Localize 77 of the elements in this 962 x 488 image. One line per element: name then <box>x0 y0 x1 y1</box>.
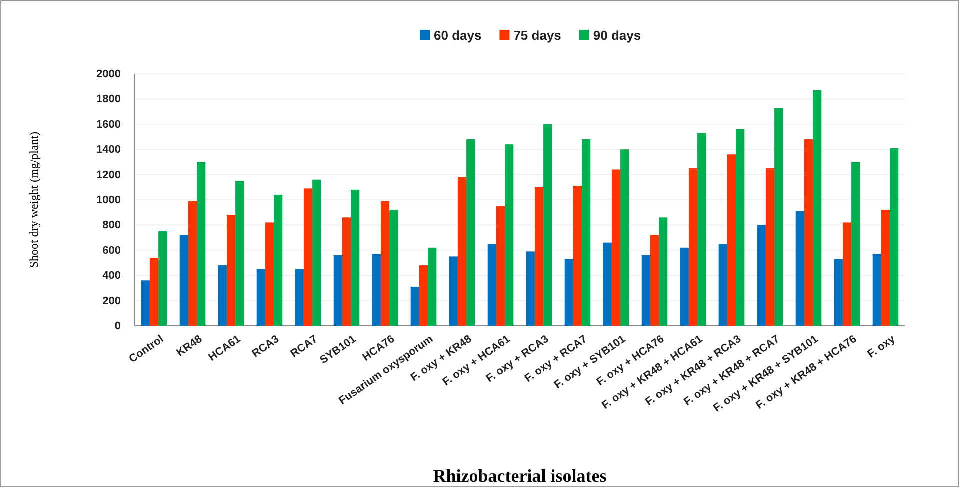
bar <box>410 286 420 326</box>
bar <box>236 181 244 326</box>
bar <box>842 222 852 326</box>
bar <box>564 259 574 326</box>
x-axis-title: Rhizobacterial isolates <box>433 466 607 486</box>
bar <box>342 218 352 326</box>
bar <box>265 222 274 326</box>
bar <box>449 256 458 326</box>
bar <box>351 190 360 326</box>
bar <box>890 148 899 326</box>
bar <box>650 235 660 326</box>
y-tick-label: 1600 <box>96 118 121 131</box>
y-tick-label: 1000 <box>96 194 121 207</box>
bar <box>680 248 689 326</box>
bar <box>466 140 476 326</box>
bar <box>218 266 227 326</box>
bar <box>757 225 766 326</box>
bar <box>718 244 728 326</box>
y-tick-label: 1800 <box>96 94 121 106</box>
legend-label: 60 days <box>434 28 482 43</box>
bar <box>188 201 198 326</box>
bar <box>766 168 775 326</box>
bar <box>612 170 621 326</box>
y-axis-title: Shoot dry weight (mg/plant) <box>27 132 41 268</box>
legend-label: 75 days <box>514 28 562 43</box>
bar <box>488 244 496 326</box>
bar <box>573 186 582 326</box>
bar <box>534 187 544 326</box>
y-tick-label: 600 <box>102 244 121 257</box>
x-tick-label: F. oxy <box>866 332 898 361</box>
bar <box>428 248 437 326</box>
bar <box>774 108 784 326</box>
bar <box>380 201 390 326</box>
y-tick-label: 1200 <box>96 169 121 182</box>
bar <box>603 242 612 326</box>
bar <box>804 140 814 326</box>
bar <box>544 124 552 326</box>
bar <box>727 154 736 326</box>
y-tick-label: 800 <box>102 220 121 232</box>
bar <box>526 252 535 326</box>
y-tick-label: 0 <box>114 320 121 333</box>
bar <box>334 255 342 326</box>
bar <box>659 218 668 326</box>
bar <box>796 211 804 326</box>
y-tick-label: 1400 <box>96 144 121 156</box>
bar <box>458 177 467 326</box>
legend-label: 90 days <box>593 28 642 43</box>
bar <box>150 258 159 326</box>
bar <box>304 188 313 326</box>
bar <box>226 215 236 326</box>
bar <box>141 280 150 326</box>
y-tick-label: 2000 <box>96 68 121 81</box>
bar <box>295 269 304 326</box>
bar <box>180 235 188 326</box>
bar <box>312 180 322 326</box>
bar <box>256 269 266 326</box>
bar <box>852 162 860 326</box>
bar <box>419 266 428 326</box>
bar <box>688 168 698 326</box>
bar <box>582 140 591 326</box>
bar <box>505 144 514 326</box>
bar <box>872 254 882 326</box>
bar <box>390 210 398 326</box>
bar <box>642 255 650 326</box>
bar <box>813 90 822 326</box>
bar <box>197 162 206 326</box>
bar <box>881 210 890 326</box>
bar <box>496 206 506 326</box>
bar <box>372 254 381 326</box>
bar <box>834 259 843 326</box>
bar <box>274 194 283 326</box>
y-tick-label: 200 <box>102 295 121 308</box>
bar <box>158 232 168 326</box>
bar <box>620 150 630 326</box>
y-tick-label: 400 <box>102 270 121 282</box>
bar <box>698 133 706 326</box>
bar <box>736 129 745 326</box>
